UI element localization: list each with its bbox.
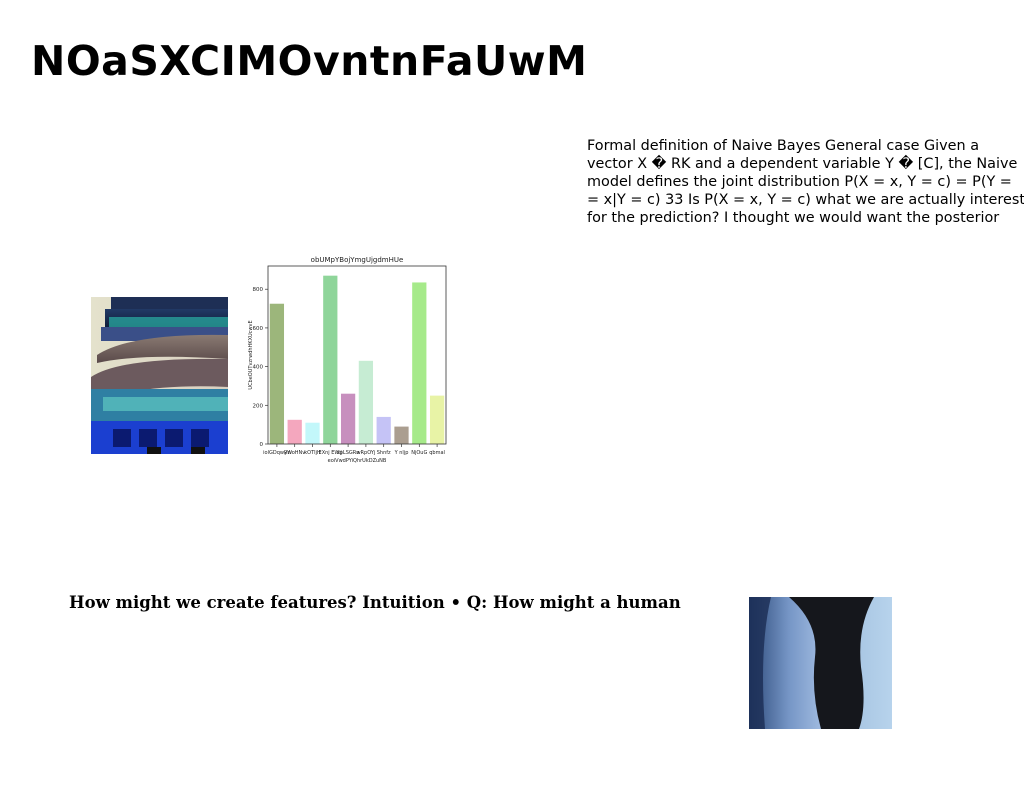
x-tick-label: yWoHNv bbox=[284, 450, 305, 456]
y-axis-label: UCbeOUTvzrwdhHKXUcwvE bbox=[248, 320, 254, 389]
x-tick-label: NjOuG bbox=[411, 450, 427, 456]
paragraph-line: Formal definition of Naive Bayes General… bbox=[587, 138, 980, 154]
paragraph-line: for the prediction? I thought we would w… bbox=[587, 210, 1000, 226]
chart-title: obUMpYBojYmgUjgdmHUe bbox=[311, 256, 404, 264]
person-photo bbox=[749, 597, 892, 729]
x-tick-label: kOTIjH bbox=[304, 450, 321, 456]
bar-chart-svg: obUMpYBojYmgUjgdmHUe UCbeOUTvzrwdhHKXUcwv… bbox=[248, 256, 447, 464]
bar-0 bbox=[269, 303, 285, 444]
features-caption: How might we create features? Intuition … bbox=[69, 593, 681, 612]
paragraph-line: model defines the joint distribution P(X… bbox=[587, 174, 1012, 190]
y-tick-label: 200 bbox=[253, 403, 264, 409]
bar-7 bbox=[394, 426, 409, 444]
bar-8 bbox=[412, 282, 427, 444]
y-tick-label: 400 bbox=[253, 365, 264, 371]
x-tick-label: iolGDqwRn bbox=[263, 450, 290, 456]
naive-bayes-paragraph: Formal definition of Naive Bayes General… bbox=[587, 137, 1024, 227]
x-tick-label: wRpOYj bbox=[356, 450, 375, 456]
chart-frame bbox=[267, 265, 447, 445]
bar-chart: obUMpYBojYmgUjgdmHUe UCbeOUTvzrwdhHKXUcwv… bbox=[244, 252, 452, 466]
paragraph-line: = x|Y = c) 33 Is P(X = x, Y = c) what we… bbox=[587, 192, 1024, 208]
y-tick-label: 600 bbox=[253, 326, 264, 332]
temple-photo bbox=[91, 297, 228, 454]
x-tick-label: Shnfz bbox=[377, 450, 391, 456]
x-tick-label: EXnj EWij bbox=[319, 450, 343, 456]
bar-6 bbox=[376, 416, 391, 444]
x-axis-label: eoiVwdPYiQhrUkDZuNB bbox=[328, 458, 387, 464]
bar-2 bbox=[305, 422, 320, 444]
slide-title: NOaSXCIMOvntnFaUwM bbox=[31, 37, 588, 85]
bar-5 bbox=[358, 360, 374, 444]
bar-1 bbox=[287, 419, 302, 444]
bar-4 bbox=[340, 393, 356, 444]
y-tick-label: 0 bbox=[260, 442, 264, 448]
x-tick-label: xpLSGRn bbox=[337, 450, 360, 456]
x-tick-label: qbmal bbox=[429, 450, 445, 456]
x-tick-label: Y nljp bbox=[394, 450, 409, 456]
bar-9 bbox=[429, 395, 445, 444]
paragraph-line: vector X � RK and a dependent variable Y… bbox=[587, 156, 1018, 172]
bar-3 bbox=[323, 275, 338, 444]
y-tick-label: 800 bbox=[253, 287, 264, 293]
